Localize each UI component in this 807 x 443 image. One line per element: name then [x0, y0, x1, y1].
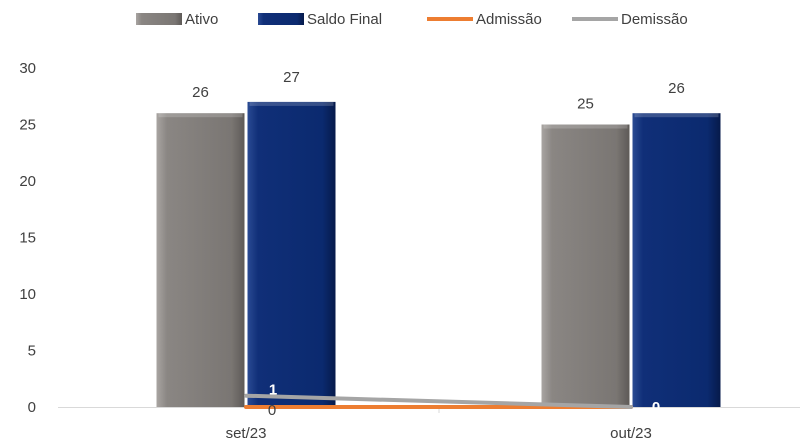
legend-label: Saldo Final [307, 11, 382, 28]
legend-item-admissao: Admissão [427, 11, 542, 28]
bar-body [541, 124, 630, 407]
bar-body [156, 113, 245, 407]
legend-label: Ativo [185, 11, 218, 28]
bars [156, 101, 721, 408]
bar-ativo [156, 113, 245, 407]
data-labels: 26 27 25 26 0 1 0 [192, 69, 685, 419]
bar-body [632, 113, 721, 407]
line-value-label: 0 [268, 402, 276, 419]
y-axis: 0 5 10 15 20 25 30 [19, 60, 36, 416]
bar-saldo-final [247, 101, 336, 408]
x-tick-label: set/23 [226, 425, 267, 442]
bar-ativo [541, 124, 630, 407]
y-tick-label: 25 [19, 117, 36, 134]
legend-label: Admissão [476, 11, 542, 28]
legend-item-saldo-final: Saldo Final [258, 11, 382, 28]
legend-swatch [258, 13, 304, 25]
bar-value-label: 27 [283, 69, 300, 86]
line-demissao [244, 393, 633, 409]
legend-label: Demissão [621, 11, 688, 28]
y-tick-label: 30 [19, 60, 36, 77]
line-value-label: 0 [652, 399, 660, 416]
lines [244, 393, 633, 409]
x-tick-label: out/23 [610, 425, 652, 442]
bar-bevel [634, 113, 719, 118]
bar-bevel [249, 101, 334, 106]
bar-body [247, 101, 336, 408]
y-tick-label: 0 [28, 399, 36, 416]
legend-item-ativo: Ativo [136, 11, 218, 28]
line-value-label: 1 [269, 382, 277, 399]
legend-item-demissao: Demissão [572, 11, 688, 28]
legend: Ativo Saldo Final Admissão Demissão [136, 11, 688, 28]
y-tick-label: 20 [19, 173, 36, 190]
bar-value-label: 26 [192, 84, 209, 101]
bar-bevel [158, 113, 243, 118]
bar-value-label: 25 [577, 96, 594, 113]
y-tick-label: 15 [19, 230, 36, 247]
legend-swatch [136, 13, 182, 25]
x-axis: set/23 out/23 [58, 407, 800, 442]
y-tick-label: 10 [19, 286, 36, 303]
y-tick-label: 5 [28, 343, 36, 360]
bar-bevel [543, 124, 628, 129]
bar-value-label: 26 [668, 80, 685, 97]
bar-saldo-final [632, 113, 721, 407]
